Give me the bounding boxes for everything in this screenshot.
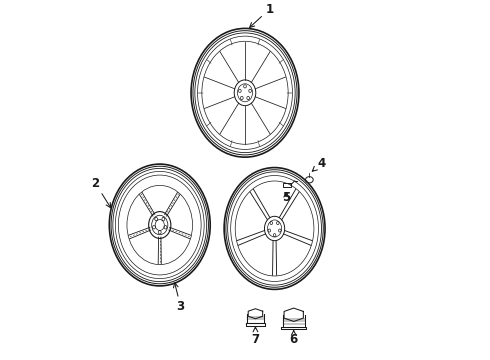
Text: 5: 5	[282, 192, 290, 204]
Text: 7: 7	[251, 327, 260, 346]
Text: 1: 1	[249, 3, 273, 27]
Text: 4: 4	[312, 157, 326, 171]
Text: 6: 6	[290, 330, 298, 346]
Text: 2: 2	[91, 177, 111, 208]
Text: 3: 3	[173, 283, 185, 313]
Bar	[283, 183, 291, 187]
